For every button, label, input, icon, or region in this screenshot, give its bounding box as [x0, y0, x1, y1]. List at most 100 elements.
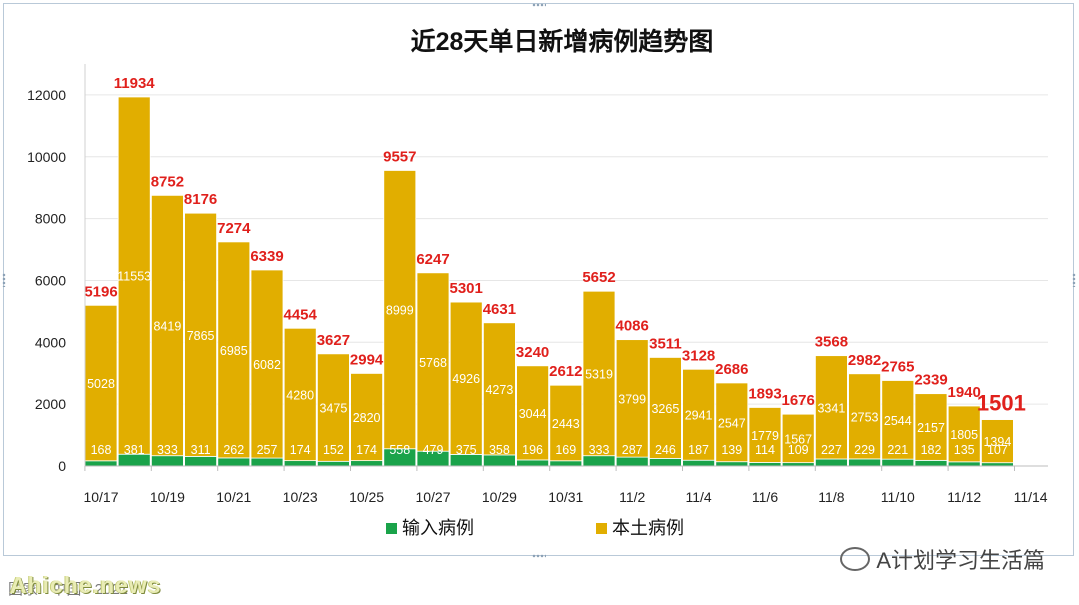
- data-label-imported: 135: [954, 443, 975, 457]
- data-label-local: 1779: [751, 429, 779, 443]
- bar-local: [350, 373, 384, 462]
- y-tick-label: 6000: [35, 272, 66, 288]
- bar-imported: [84, 460, 118, 467]
- data-label-imported: 196: [522, 443, 543, 457]
- data-label-imported: 558: [389, 443, 410, 457]
- bar-local: [848, 373, 881, 460]
- data-label-local: 3265: [651, 402, 679, 416]
- data-label-imported: 168: [91, 443, 112, 457]
- bar-imported: [250, 457, 284, 467]
- x-tick-label: 10/31: [548, 489, 583, 505]
- data-label-imported: 187: [688, 443, 709, 457]
- y-tick-label: 10000: [27, 149, 66, 165]
- data-label-local: 8999: [386, 304, 414, 318]
- resize-handle-left[interactable]: [1, 273, 7, 287]
- y-tick-label: 4000: [35, 334, 66, 350]
- data-label-total: 2339: [914, 372, 947, 389]
- data-label-total: 3568: [815, 334, 848, 351]
- bar-local: [914, 393, 948, 461]
- data-label-total: 2994: [350, 351, 384, 368]
- x-tick-label: 10/29: [482, 489, 517, 505]
- bar-imported: [815, 458, 848, 467]
- x-tick-label: 11/12: [947, 489, 981, 505]
- x-tick-label: 10/23: [283, 489, 318, 505]
- data-label-total: 11934: [114, 75, 156, 92]
- data-label-imported: 333: [157, 443, 178, 457]
- x-tick-label: 10/25: [349, 489, 384, 505]
- y-tick-label: 2000: [35, 396, 66, 412]
- bar-imported: [682, 459, 715, 467]
- bar-local: [649, 357, 682, 459]
- bar-local: [150, 194, 184, 457]
- bar-local: [815, 355, 848, 460]
- resize-handle-bottom[interactable]: [532, 553, 546, 559]
- data-label-total: 5652: [582, 269, 615, 286]
- data-label-total: 8176: [184, 191, 217, 208]
- chart-title: 近28天单日新增病例趋势图: [411, 27, 714, 56]
- data-label-imported: 221: [887, 443, 908, 457]
- data-label-total: 2765: [881, 358, 914, 375]
- bar-imported: [781, 462, 815, 467]
- resize-handle-top[interactable]: [532, 2, 546, 8]
- bar-imported: [914, 459, 948, 467]
- data-label-local: 3475: [319, 402, 347, 416]
- bar-local: [881, 380, 915, 460]
- bar-local: [582, 290, 616, 457]
- data-label-imported: 262: [223, 443, 244, 457]
- x-tick-label: 11/10: [881, 489, 915, 505]
- data-label-local: 5768: [419, 356, 447, 370]
- data-label-local: 3044: [519, 407, 547, 421]
- resize-handle-right[interactable]: [1071, 273, 1077, 287]
- bar-local: [117, 96, 151, 455]
- bar-imported: [283, 460, 317, 467]
- data-label-imported: 287: [622, 443, 643, 457]
- bar-local: [682, 368, 715, 461]
- data-label-imported: 229: [854, 443, 875, 457]
- legend-swatch: [596, 523, 607, 534]
- data-label-total: 4454: [284, 306, 318, 323]
- data-label-total: 3511: [649, 335, 682, 352]
- x-tick-label: 11/6: [752, 489, 778, 505]
- bar-imported: [516, 459, 549, 467]
- bar-local: [449, 301, 483, 455]
- bar-local: [549, 384, 583, 462]
- bar-local: [715, 382, 749, 463]
- bar-local: [217, 241, 251, 459]
- data-label-total: 4631: [483, 301, 516, 318]
- data-label-local: 1394: [983, 435, 1011, 449]
- wechat-account: A计划学习生活篇: [840, 543, 1045, 575]
- bar-local: [316, 353, 350, 462]
- x-tick-label: 10/21: [216, 489, 251, 505]
- bar-local: [283, 327, 317, 462]
- bar-imported: [350, 460, 384, 467]
- data-label-imported: 107: [987, 443, 1008, 457]
- data-label-total: 6339: [250, 248, 283, 265]
- bar-imported: [150, 455, 184, 467]
- data-label-total: 5196: [84, 283, 117, 300]
- data-label-imported: 114: [755, 443, 775, 457]
- x-tick-label: 10/27: [415, 489, 450, 505]
- bar-imported: [184, 455, 218, 467]
- data-label-imported: 246: [655, 443, 676, 457]
- legend-swatch: [386, 523, 397, 534]
- x-tick-label: 11/8: [818, 489, 844, 505]
- data-label-local: 5319: [585, 367, 613, 381]
- y-tick-label: 0: [58, 458, 66, 474]
- bar-local: [482, 322, 516, 456]
- bar-imported: [316, 460, 350, 467]
- data-label-local: 6985: [220, 344, 248, 358]
- data-label-local: 2820: [353, 411, 381, 425]
- data-label-imported: 479: [423, 443, 444, 457]
- data-label-local: 2753: [851, 410, 879, 424]
- data-label-local: 8419: [153, 320, 181, 334]
- data-label-total: 2686: [715, 361, 748, 378]
- bar-local: [416, 272, 450, 452]
- data-label-local: 2544: [884, 414, 912, 428]
- bar-local: [184, 212, 218, 457]
- data-label-local: 4280: [286, 388, 314, 402]
- legend-label: 本土病例: [612, 518, 684, 538]
- bar-local: [250, 269, 284, 459]
- y-tick-label: 12000: [27, 87, 66, 103]
- data-label-local: 2941: [685, 409, 713, 423]
- data-label-total: 3128: [682, 347, 715, 364]
